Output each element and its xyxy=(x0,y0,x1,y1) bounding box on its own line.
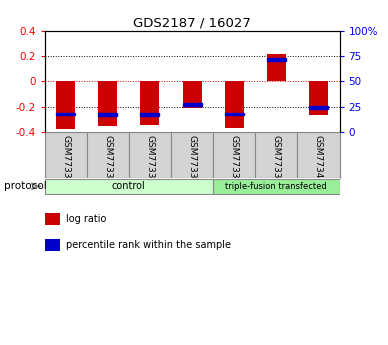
Bar xyxy=(309,106,328,109)
Bar xyxy=(129,132,171,178)
Text: GSM77340: GSM77340 xyxy=(314,135,323,185)
Bar xyxy=(225,81,244,128)
Bar xyxy=(45,132,87,178)
Text: GSM77335: GSM77335 xyxy=(103,135,112,185)
Bar xyxy=(267,58,286,61)
Bar xyxy=(56,113,75,116)
Bar xyxy=(183,103,201,106)
Text: GSM77337: GSM77337 xyxy=(187,135,197,185)
Bar xyxy=(140,81,159,125)
Bar xyxy=(225,113,244,116)
Text: GSM77336: GSM77336 xyxy=(146,135,154,185)
Text: GSM77338: GSM77338 xyxy=(230,135,239,185)
Bar xyxy=(171,132,213,178)
Bar xyxy=(213,132,255,178)
Text: GSM77339: GSM77339 xyxy=(272,135,281,185)
Bar xyxy=(140,113,159,116)
Bar xyxy=(56,81,75,129)
Bar xyxy=(213,179,340,194)
Bar xyxy=(87,132,129,178)
Text: GSM77334: GSM77334 xyxy=(61,135,70,185)
Text: log ratio: log ratio xyxy=(66,214,106,224)
Bar xyxy=(98,81,117,126)
Bar xyxy=(267,54,286,81)
Bar xyxy=(45,179,213,194)
Text: control: control xyxy=(112,181,146,191)
Bar xyxy=(183,81,201,108)
Bar xyxy=(255,132,297,178)
Bar xyxy=(98,113,117,116)
Text: percentile rank within the sample: percentile rank within the sample xyxy=(66,240,231,250)
Title: GDS2187 / 16027: GDS2187 / 16027 xyxy=(133,17,251,30)
Bar xyxy=(297,132,340,178)
Text: triple-fusion transfected: triple-fusion transfected xyxy=(225,182,327,191)
Bar xyxy=(309,81,328,115)
Text: protocol: protocol xyxy=(4,181,47,191)
